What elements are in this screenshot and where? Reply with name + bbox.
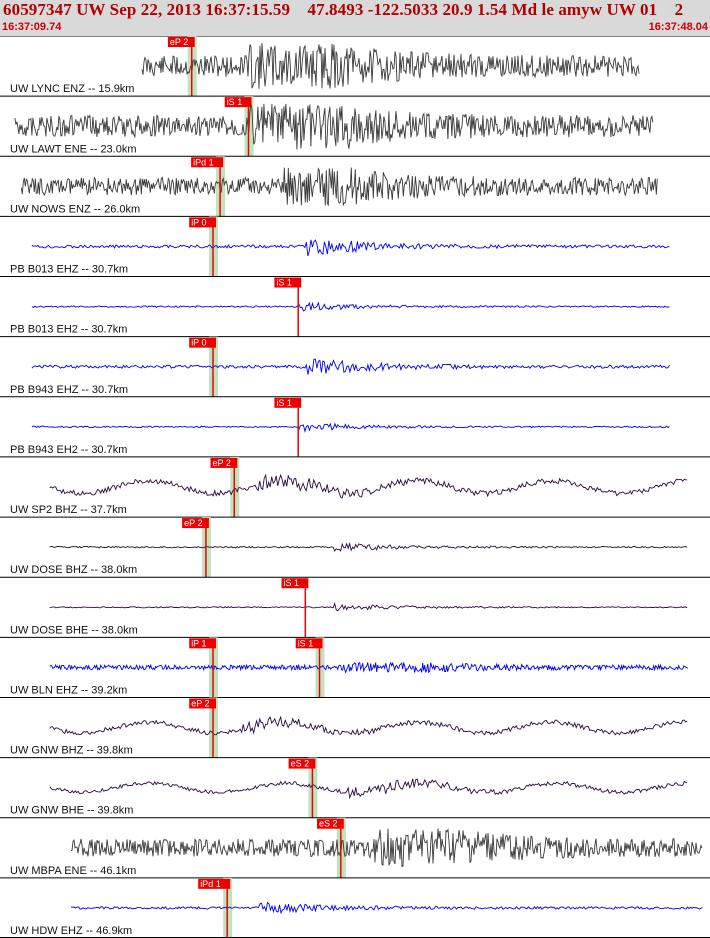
station-label: PB B943 EHZ -- 30.7km: [10, 384, 128, 396]
pick-label-bg: [167, 37, 195, 47]
pick-label-bg: [189, 337, 216, 348]
station-label: PB B013 EH2 -- 30.7km: [10, 324, 127, 336]
pick-label[interactable]: iP 1: [189, 638, 216, 649]
pick-label-text: eP 2: [170, 37, 188, 47]
pick-label-bg: [317, 818, 344, 829]
pick-label-text: iS 1: [227, 97, 243, 107]
trace-row[interactable]: iS 1 UW LAWT ENE -- 23.0km: [0, 95, 710, 157]
trace-row[interactable]: iS 1 PB B943 EH2 -- 30.7km: [0, 396, 710, 457]
pick-label[interactable]: eS 2: [288, 758, 316, 769]
pick-label-bg: [281, 578, 309, 589]
station-label: UW DOSE BHZ -- 38.0km: [10, 564, 137, 576]
pick-label[interactable]: iPd 1: [191, 157, 224, 168]
pick-label-bg: [274, 277, 302, 288]
waveform: [141, 42, 640, 89]
pick-label-bg: [198, 878, 231, 889]
station-label: UW DOSE BHE -- 38.0km: [10, 624, 138, 636]
waveform: [49, 778, 688, 800]
trace-row[interactable]: iS 1 PB B013 EH2 -- 30.7km: [0, 276, 710, 337]
station-label: UW SP2 BHZ -- 37.7km: [10, 504, 127, 516]
trace-row[interactable]: iPd 1 UW NOWS ENZ -- 26.0km: [0, 155, 710, 217]
pick-label-text: iPd 1: [193, 157, 214, 167]
waveform: [49, 541, 688, 552]
pick-label[interactable]: iS 1: [295, 638, 323, 649]
pick-label-text: iP 0: [191, 338, 206, 348]
header-bar: 60597347 UW Sep 22, 2013 16:37:15.59 47.…: [0, 0, 710, 36]
pick-label-bg: [288, 758, 316, 769]
pick-label[interactable]: iPd 1: [198, 878, 231, 889]
pick-label-text: eP 2: [191, 698, 209, 708]
pick-label-text: iS 1: [298, 638, 314, 648]
station-label: PB B943 EH2 -- 30.7km: [10, 444, 127, 456]
trace-row[interactable]: eP 2 UW DOSE BHZ -- 38.0km: [0, 516, 710, 578]
pick-label-bg: [224, 97, 252, 108]
waveform: [31, 301, 670, 312]
waveform: [49, 473, 688, 499]
pick-label[interactable]: eP 2: [210, 457, 238, 468]
pick-label[interactable]: iS 1: [281, 578, 309, 589]
pick-label[interactable]: eP 2: [167, 37, 195, 47]
waveform: [49, 602, 688, 612]
station-label: UW HDW EHZ -- 46.9km: [10, 925, 132, 937]
pick-label-bg: [191, 157, 224, 168]
trace-row[interactable]: eP 2 UW GNW BHZ -- 39.8km: [0, 696, 710, 758]
trace-row[interactable]: eP 2 UW SP2 BHZ -- 37.7km: [0, 456, 710, 518]
end-time: 16:37:48.04: [648, 21, 708, 33]
pick-label[interactable]: eP 2: [189, 698, 216, 709]
waveform: [70, 901, 703, 915]
station-label: UW GNW BHE -- 39.8km: [10, 805, 133, 817]
station-label: UW BLN EHZ -- 39.2km: [10, 684, 127, 696]
pick-label-bg: [182, 518, 209, 529]
trace-row[interactable]: iPd 1 UW HDW EHZ -- 46.9km: [0, 877, 710, 938]
pick-label-bg: [189, 217, 216, 228]
pick-label[interactable]: iP 0: [189, 217, 216, 228]
trace-row[interactable]: eS 2 UW MBPA ENE -- 46.1km: [0, 817, 710, 878]
pick-label-text: eP 2: [184, 518, 202, 528]
pick-label-bg: [210, 457, 238, 468]
pick-label[interactable]: iS 1: [274, 397, 302, 408]
pick-label-text: eS 2: [319, 819, 338, 829]
pick-label-bg: [189, 698, 216, 709]
trace-row[interactable]: iP 0 PB B013 EHZ -- 30.7km: [0, 215, 710, 277]
trace-row[interactable]: eS 2 UW GNW BHE -- 39.8km: [0, 757, 710, 818]
waveform: [14, 102, 654, 150]
pick-label[interactable]: iS 1: [224, 97, 252, 108]
waveform: [49, 661, 688, 674]
waveform: [31, 239, 670, 257]
pick-label-bg: [189, 638, 216, 649]
waveform: [71, 828, 703, 868]
pick-label[interactable]: eP 2: [182, 518, 209, 529]
station-label: UW MBPA ENE -- 46.1km: [10, 865, 136, 877]
pick-label-text: eS 2: [291, 759, 310, 769]
pick-label-text: iS 1: [284, 578, 300, 588]
trace-row[interactable]: iP 1 iS 1 UW BLN EHZ -- 39.2km: [0, 636, 710, 698]
station-label: UW NOWS ENZ -- 26.0km: [10, 203, 140, 215]
waveform: [31, 422, 670, 433]
seismogram-panel: eP 2 UW LYNC ENZ -- 15.9km iS 1 UW LAWT ENE…: [0, 36, 710, 938]
station-label: UW LYNC ENZ -- 15.9km: [10, 83, 134, 95]
pick-label-text: eP 2: [213, 458, 231, 468]
pick-label-text: iS 1: [276, 278, 292, 288]
waveform: [31, 358, 670, 375]
start-time: 16:37:09.74: [2, 21, 62, 33]
event-title: 60597347 UW Sep 22, 2013 16:37:15.59 47.…: [3, 0, 684, 19]
station-label: UW GNW BHZ -- 39.8km: [10, 745, 133, 757]
trace-row[interactable]: eP 2 UW LYNC ENZ -- 15.9km: [0, 36, 710, 97]
pick-label[interactable]: eS 2: [317, 818, 344, 829]
trace-row[interactable]: iS 1 UW DOSE BHE -- 38.0km: [0, 576, 710, 638]
pick-label-text: iPd 1: [200, 879, 221, 889]
pick-label-bg: [274, 397, 302, 408]
station-label: PB B013 EHZ -- 30.7km: [10, 264, 128, 276]
pick-label-text: iP 1: [191, 638, 206, 648]
pick-label-text: iS 1: [276, 398, 292, 408]
waveform: [49, 715, 688, 736]
station-label: UW LAWT ENE -- 23.0km: [10, 143, 137, 155]
pick-label-text: iP 0: [191, 217, 206, 227]
trace-row[interactable]: iP 0 PB B943 EHZ -- 30.7km: [0, 336, 710, 397]
pick-label[interactable]: iP 0: [189, 337, 216, 348]
pick-label-bg: [295, 638, 323, 649]
pick-label[interactable]: iS 1: [274, 277, 302, 288]
waveform: [20, 167, 658, 207]
